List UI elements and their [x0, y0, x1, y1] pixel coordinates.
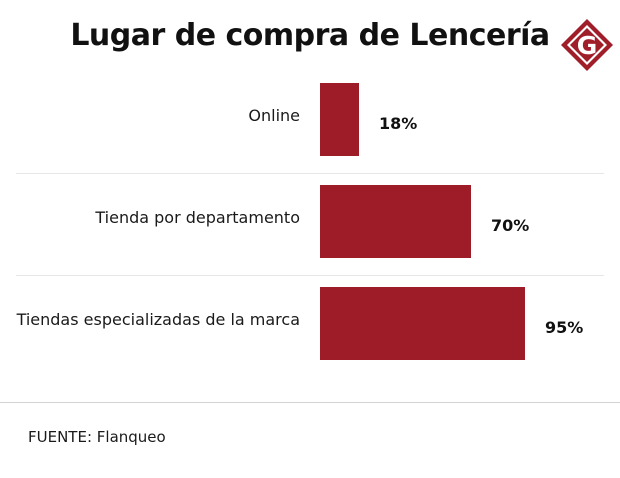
value-label: 18% [379, 114, 417, 133]
bar [320, 185, 471, 258]
category-label: Online [248, 106, 300, 125]
value-label: 70% [491, 216, 529, 235]
chart-title: Lugar de compra de Lencería [70, 18, 550, 53]
g-logo-icon: G [561, 19, 613, 71]
bar-chart: Online 18% Tienda por departamento 70% Tiend… [16, 83, 604, 360]
bar [320, 83, 359, 156]
footer-divider [0, 402, 620, 403]
bar [320, 287, 525, 360]
value-label: 95% [545, 318, 583, 337]
source-note: FUENTE: Flanqueo [28, 428, 166, 446]
category-label: Tiendas especializadas de la marca [16, 310, 300, 329]
category-label: Tienda por departamento [94, 208, 300, 227]
logo-letter: G [577, 31, 598, 60]
